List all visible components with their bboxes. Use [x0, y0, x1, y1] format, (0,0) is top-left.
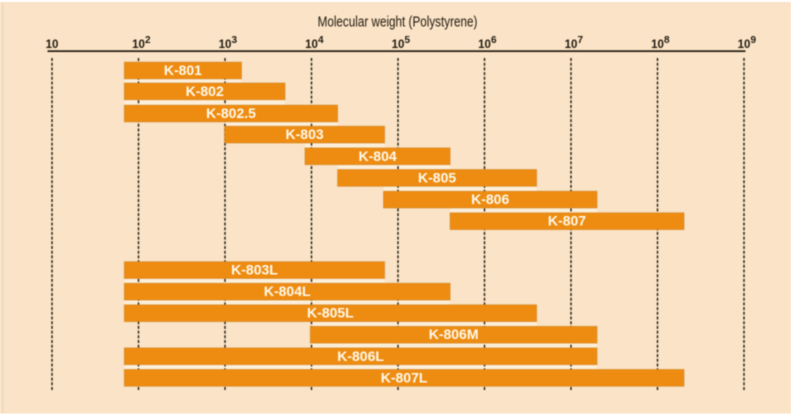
svg-text:K-806M: K-806M — [429, 326, 479, 342]
svg-text:10: 10 — [46, 39, 59, 51]
svg-text:5: 5 — [405, 35, 411, 46]
svg-text:10: 10 — [478, 39, 491, 51]
svg-text:Molecular weight (Polystyrene): Molecular weight (Polystyrene) — [318, 13, 478, 30]
svg-text:K-804: K-804 — [359, 148, 397, 164]
svg-text:2: 2 — [145, 35, 151, 46]
svg-text:3: 3 — [232, 35, 238, 46]
svg-text:K-803: K-803 — [286, 126, 324, 142]
svg-text:10: 10 — [565, 39, 578, 51]
svg-text:K-804L: K-804L — [264, 283, 311, 299]
svg-text:4: 4 — [318, 35, 324, 46]
svg-text:K-801: K-801 — [164, 62, 202, 78]
svg-text:10: 10 — [132, 39, 145, 51]
svg-text:K-807L: K-807L — [381, 369, 428, 385]
svg-text:K-805L: K-805L — [307, 305, 354, 321]
svg-text:K-806: K-806 — [471, 191, 509, 207]
svg-text:K-806L: K-806L — [337, 348, 384, 364]
svg-text:9: 9 — [751, 35, 757, 46]
svg-text:8: 8 — [664, 35, 670, 46]
svg-text:10: 10 — [651, 39, 664, 51]
svg-text:6: 6 — [491, 35, 497, 46]
svg-text:K-802: K-802 — [186, 83, 224, 99]
svg-text:K-803L: K-803L — [231, 262, 278, 278]
svg-text:7: 7 — [578, 35, 584, 46]
svg-text:10: 10 — [305, 39, 318, 51]
svg-text:10: 10 — [392, 39, 405, 51]
svg-text:K-805: K-805 — [418, 169, 456, 185]
svg-text:10: 10 — [738, 39, 751, 51]
svg-text:K-807: K-807 — [548, 213, 586, 229]
svg-text:K-802.5: K-802.5 — [206, 105, 256, 121]
svg-text:10: 10 — [219, 39, 232, 51]
